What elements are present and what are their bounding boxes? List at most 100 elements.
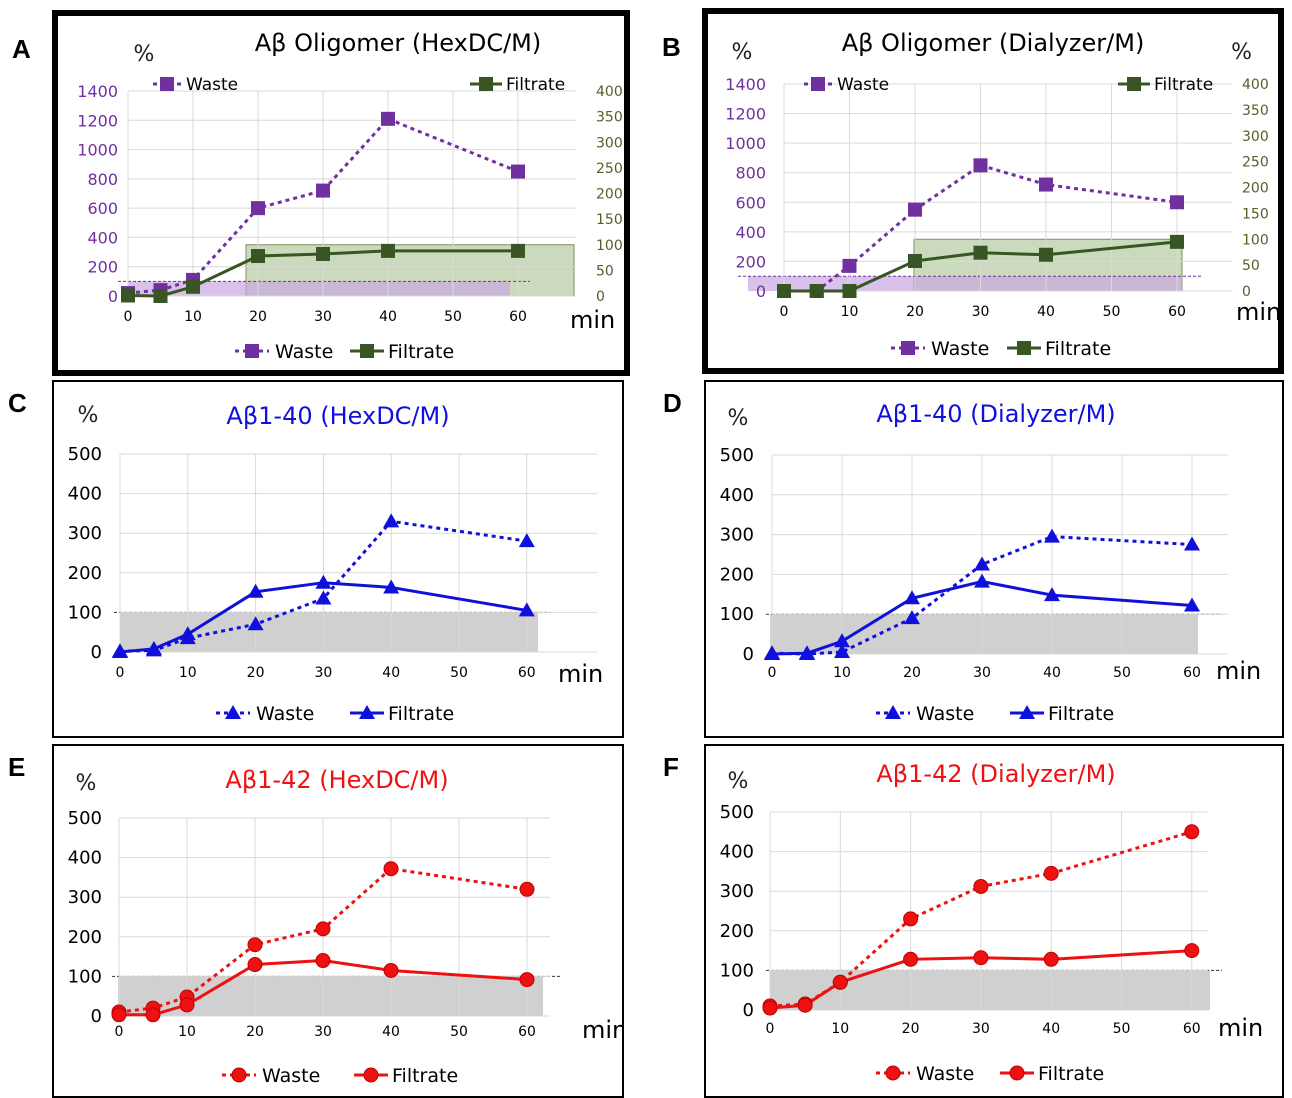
chart-panel-c: Aβ1-40 (HexDC/M)% 500 400 300 200 100 0 0 10 20 30… (52, 380, 624, 738)
data-point-filtrate (762, 1000, 778, 1016)
left-axis-label: % (76, 771, 97, 796)
top-legend-label-filtrate: Filtrate (1154, 75, 1213, 95)
x-tick-label: 40 (1043, 665, 1061, 681)
data-point-waste (1039, 177, 1053, 192)
left-tick-label: 0 (743, 644, 754, 665)
data-point-filtrate (1170, 234, 1184, 249)
right-tick-label: 350 (596, 110, 623, 126)
data-point-filtrate (797, 997, 813, 1013)
data-point-waste (1184, 536, 1200, 551)
right-tick-label: 150 (596, 212, 623, 228)
x-tick-label: 20 (246, 1024, 264, 1040)
data-point-filtrate (145, 1007, 161, 1023)
left-tick-label: 300 (68, 523, 102, 544)
data-point-filtrate (832, 974, 848, 990)
right-tick-label: 200 (1242, 181, 1269, 197)
legend-marker-waste (225, 705, 241, 719)
chart-title: Aβ1-42 (Dialyzer/M) (876, 760, 1115, 788)
right-tick-label: 0 (596, 289, 605, 305)
left-tick-label: 400 (720, 485, 754, 506)
x-tick-label: 10 (178, 1024, 196, 1040)
right-tick-label: 300 (596, 135, 623, 151)
legend-marker-filtrate (1019, 705, 1035, 719)
x-tick-label: 0 (780, 304, 789, 320)
x-tick-label: 10 (179, 665, 197, 681)
data-point-filtrate (974, 573, 990, 588)
x-tick-label: 30 (972, 1021, 990, 1037)
top-legend-marker-filtrate (479, 77, 493, 91)
left-axis-label: % (728, 406, 749, 431)
left-tick-label: 300 (720, 881, 754, 902)
data-point-filtrate (1184, 597, 1200, 612)
left-tick-label: 500 (68, 444, 102, 465)
left-tick-label: 0 (756, 282, 766, 301)
left-tick-label: 1000 (77, 141, 118, 160)
x-tick-label: 20 (247, 665, 265, 681)
data-point-waste (316, 183, 330, 198)
left-tick-label: 400 (87, 228, 118, 247)
chart-title: Aβ Oligomer (HexDC/M) (255, 29, 542, 57)
chart-a: Aβ Oligomer (HexDC/M)%140012001000800600… (77, 29, 623, 363)
chart-f: Aβ1-42 (Dialyzer/M)% 500 400 300 200 100 00 10 2… (720, 760, 1264, 1085)
data-point-waste (518, 533, 535, 548)
right-tick-label: 0 (1242, 284, 1251, 300)
data-point-waste (519, 881, 535, 897)
x-tick-label: 40 (382, 665, 400, 681)
data-point-filtrate (381, 243, 395, 258)
data-point-filtrate (511, 243, 525, 258)
legend-marker-waste (885, 705, 901, 719)
data-point-filtrate (315, 574, 332, 589)
panel-label-e: E (8, 752, 26, 782)
data-point-waste (251, 201, 265, 216)
data-point-waste (1043, 865, 1059, 881)
data-point-filtrate (519, 972, 535, 988)
data-point-filtrate (809, 284, 824, 298)
x-tick-label: 20 (249, 309, 267, 325)
chart-title: Aβ1-40 (Dialyzer/M) (876, 400, 1115, 428)
x-axis-label: min (1236, 298, 1278, 326)
chart-panel-f: Aβ1-42 (Dialyzer/M)% 500 400 300 200 100 0 0 10 2… (704, 744, 1284, 1098)
left-tick-label: 200 (87, 258, 118, 277)
x-tick-label: 50 (450, 1024, 468, 1040)
x-tick-label: 60 (1183, 665, 1201, 681)
data-point-waste (834, 644, 850, 659)
right-tick-label: 300 (1242, 129, 1269, 145)
left-tick-label: 1400 (725, 75, 766, 94)
chart-e: Aβ1-42 (HexDC/M)% 500 400 300 200 100 00 10 20 30… (68, 766, 622, 1087)
panel-label-c: C (8, 388, 27, 418)
data-point-filtrate (383, 962, 399, 978)
chart-title: Aβ Oligomer (Dialyzer/M) (842, 29, 1145, 57)
data-point-filtrate (179, 997, 195, 1013)
x-tick-label: 30 (973, 665, 991, 681)
x-tick-label: 30 (972, 304, 990, 320)
data-point-waste (908, 202, 922, 217)
legend-label-waste: Waste (916, 1063, 974, 1085)
data-point-filtrate (904, 590, 920, 605)
legend-label-filtrate: Filtrate (1038, 1063, 1104, 1085)
data-point-filtrate (247, 957, 263, 973)
top-legend-marker-filtrate (1127, 77, 1141, 91)
legend-marker-filtrate (359, 705, 375, 719)
left-tick-label: 0 (108, 287, 118, 306)
right-tick-label: 200 (596, 187, 623, 203)
data-point-waste (315, 921, 331, 937)
x-tick-label: 40 (382, 1024, 400, 1040)
chart-title: Aβ1-40 (HexDC/M) (226, 402, 449, 430)
x-tick-label: 60 (509, 309, 527, 325)
left-tick-label: 0 (91, 1006, 102, 1027)
left-axis-label: % (732, 40, 753, 65)
left-tick-label: 500 (68, 808, 102, 829)
left-tick-label: 100 (68, 602, 102, 623)
left-tick-label: 400 (720, 842, 754, 863)
data-point-filtrate (186, 279, 200, 294)
chart-c: Aβ1-40 (HexDC/M)% 500 400 300 200 100 00 10 20 30… (68, 402, 604, 725)
left-tick-label: 0 (91, 642, 102, 663)
left-tick-label: 200 (735, 252, 766, 271)
x-axis-label: min (570, 306, 615, 334)
chart-panel-a: Aβ Oligomer (HexDC/M)% 1400 1200 1000 800 600… (52, 10, 630, 376)
legend-marker-filtrate (360, 344, 374, 358)
x-tick-label: 20 (906, 304, 924, 320)
data-point-filtrate (777, 284, 791, 298)
data-point-filtrate (764, 646, 780, 660)
legend-marker-waste (231, 1067, 247, 1083)
